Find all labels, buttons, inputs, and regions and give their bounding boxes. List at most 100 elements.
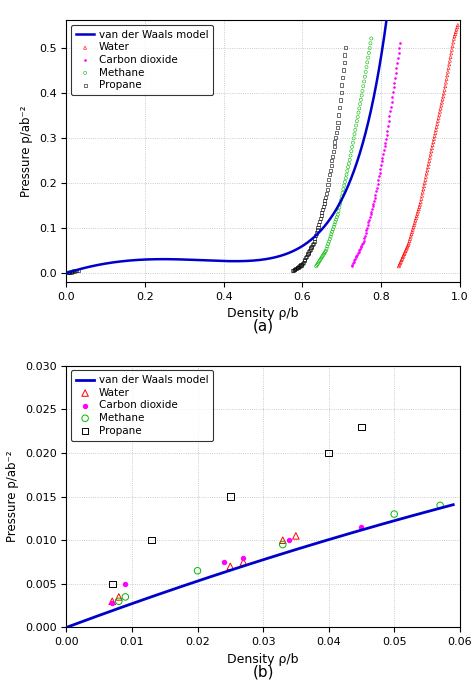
- Water: [227, 561, 234, 572]
- Methane: [356, 103, 363, 114]
- Carbon dioxide: [379, 152, 386, 163]
- van der Waals model: [235, 564, 240, 572]
- Methane: [316, 256, 323, 267]
- Water: [433, 121, 440, 132]
- Carbon dioxide: [391, 77, 398, 88]
- Carbon dioxide: [367, 206, 375, 217]
- Propane: [327, 160, 335, 171]
- Propane: [333, 127, 340, 138]
- Carbon dioxide: [348, 261, 356, 271]
- Carbon dioxide: [369, 201, 376, 211]
- Propane: [357, 421, 365, 432]
- Propane: [64, 267, 72, 278]
- Carbon dioxide: [351, 255, 358, 266]
- Propane: [301, 255, 308, 266]
- Water: [410, 222, 417, 233]
- Water: [454, 20, 462, 31]
- Methane: [328, 226, 336, 237]
- Propane: [302, 252, 310, 263]
- Propane: [342, 42, 349, 53]
- Methane: [359, 85, 366, 96]
- Carbon dioxide: [385, 116, 392, 127]
- Propane: [289, 265, 296, 276]
- Water: [439, 94, 447, 105]
- Water: [436, 109, 443, 120]
- Propane: [335, 110, 343, 121]
- Methane: [357, 94, 365, 105]
- Carbon dioxide: [392, 68, 400, 78]
- Carbon dioxide: [354, 248, 362, 258]
- Methane: [69, 266, 76, 277]
- Methane: [331, 219, 338, 230]
- Methane: [360, 76, 368, 87]
- Carbon dioxide: [389, 91, 396, 102]
- Water: [67, 266, 75, 277]
- Water: [396, 258, 404, 269]
- Water: [422, 171, 430, 182]
- Propane: [299, 258, 306, 269]
- Propane: [298, 259, 306, 270]
- Propane: [323, 188, 330, 199]
- Methane: [344, 162, 352, 173]
- Carbon dioxide: [383, 125, 391, 136]
- Propane: [296, 260, 304, 271]
- Propane: [291, 264, 299, 275]
- Water: [406, 235, 413, 246]
- Methane: [340, 180, 348, 191]
- Carbon dioxide: [67, 266, 75, 277]
- Methane: [318, 252, 326, 263]
- Methane: [331, 217, 339, 228]
- Water: [239, 557, 247, 567]
- van der Waals model: [104, 608, 110, 617]
- Water: [412, 213, 420, 224]
- Carbon dioxide: [394, 53, 401, 63]
- Carbon dioxide: [354, 249, 361, 260]
- Methane: [344, 166, 351, 177]
- Propane: [290, 265, 297, 276]
- Carbon dioxide: [349, 258, 357, 269]
- Carbon dioxide: [357, 241, 365, 252]
- Y-axis label: Pressure p/ab⁻²: Pressure p/ab⁻²: [6, 451, 19, 542]
- Methane: [343, 169, 350, 180]
- Water: [397, 256, 405, 267]
- Propane: [313, 228, 320, 239]
- Legend: van der Waals model, Water, Carbon dioxide, Methane, Propane: van der Waals model, Water, Carbon dioxi…: [71, 25, 213, 95]
- Line: van der Waals model: van der Waals model: [68, 505, 453, 627]
- Water: [425, 158, 432, 169]
- Propane: [317, 213, 324, 224]
- Carbon dioxide: [353, 250, 360, 261]
- Methane: [351, 129, 358, 140]
- Water: [424, 165, 431, 176]
- Water: [404, 239, 412, 250]
- Propane: [71, 266, 78, 277]
- Propane: [316, 216, 323, 226]
- Water: [416, 199, 424, 210]
- Water: [427, 149, 434, 160]
- Water: [399, 252, 407, 263]
- Propane: [314, 222, 322, 233]
- Carbon dioxide: [374, 179, 381, 190]
- Methane: [355, 107, 362, 118]
- Propane: [336, 102, 343, 113]
- Water: [421, 175, 429, 186]
- Methane: [354, 111, 362, 122]
- Methane: [346, 150, 354, 161]
- Water: [115, 591, 123, 602]
- Water: [431, 130, 438, 141]
- Methane: [314, 258, 321, 269]
- Carbon dioxide: [360, 233, 368, 243]
- van der Waals model: [102, 260, 108, 268]
- Methane: [316, 254, 324, 265]
- Methane: [367, 38, 374, 48]
- Carbon dioxide: [363, 222, 371, 233]
- Carbon dioxide: [285, 535, 293, 546]
- Methane: [334, 209, 342, 220]
- Carbon dioxide: [391, 72, 399, 83]
- Methane: [366, 42, 374, 53]
- Propane: [294, 262, 302, 273]
- Carbon dioxide: [220, 557, 228, 567]
- van der Waals model: [65, 623, 71, 631]
- Methane: [332, 214, 340, 225]
- Water: [428, 146, 435, 157]
- Carbon dioxide: [380, 145, 388, 155]
